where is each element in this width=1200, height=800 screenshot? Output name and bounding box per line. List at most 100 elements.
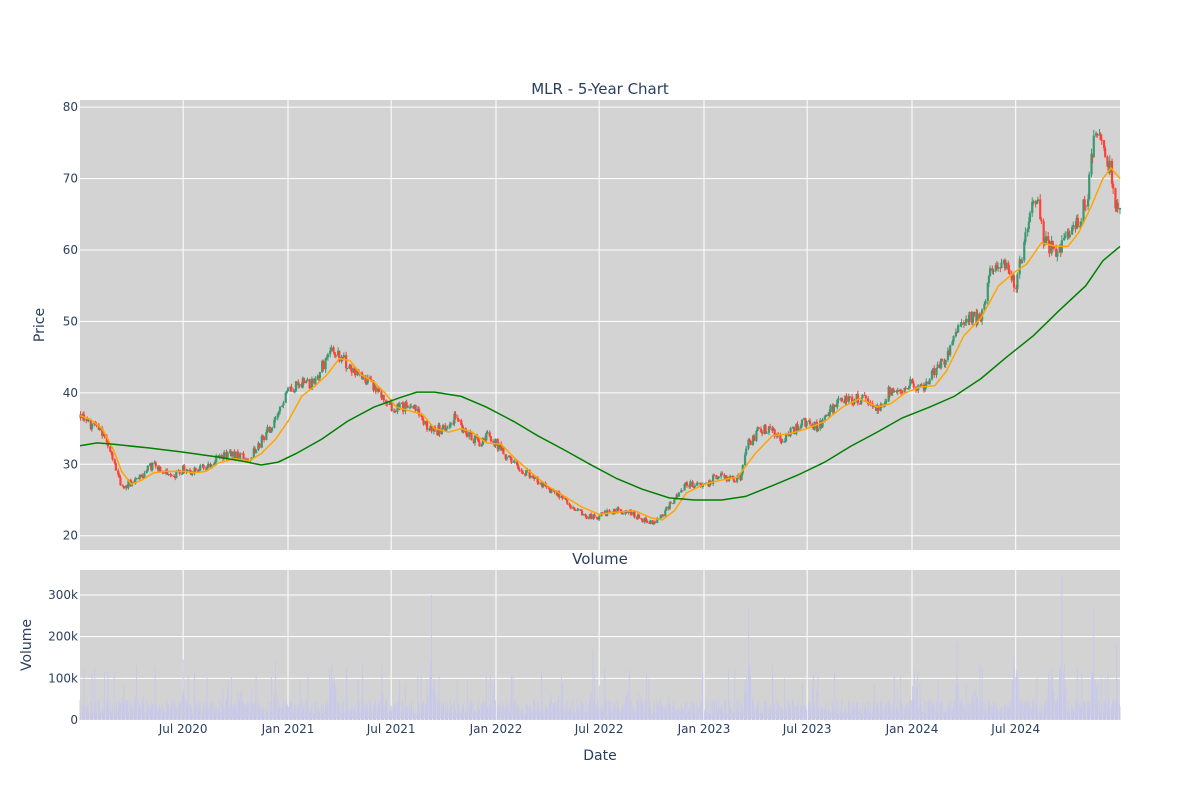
volume-bar	[1065, 686, 1067, 720]
volume-bar	[1015, 670, 1017, 720]
candle-down	[691, 481, 694, 487]
volume-bar	[135, 704, 137, 720]
volume-bar	[574, 711, 576, 720]
volume-bar	[1104, 713, 1106, 720]
candle-up	[724, 476, 727, 478]
candle-down	[101, 427, 104, 436]
volume-bar	[983, 701, 985, 720]
candle-up	[138, 474, 141, 479]
volume-bar	[620, 709, 622, 720]
candle-down	[1083, 199, 1086, 206]
candle-up	[1064, 235, 1067, 238]
volume-bar	[378, 706, 380, 720]
volume-bar	[1047, 696, 1049, 720]
volume-bar	[498, 704, 500, 720]
volume-bar	[358, 700, 360, 720]
volume-bar	[856, 703, 858, 720]
volume-bar	[325, 706, 327, 720]
volume-bar	[669, 703, 671, 720]
candle-down	[947, 351, 951, 356]
volume-bar	[1057, 697, 1059, 720]
candle-up	[316, 376, 319, 379]
volume-bar	[1075, 701, 1077, 720]
volume-bar	[965, 684, 967, 720]
volume-bar	[596, 707, 598, 720]
volume-bar	[509, 713, 511, 720]
candle-up	[1098, 134, 1101, 136]
candle-down	[580, 510, 584, 516]
volume-bar	[402, 706, 404, 720]
volume-bar	[293, 706, 295, 720]
volume-bar	[657, 705, 659, 720]
volume-bar	[564, 704, 566, 720]
volume-bar	[206, 678, 208, 720]
candle-up	[693, 485, 696, 488]
volume-bar	[452, 703, 454, 720]
volume-bar	[949, 700, 951, 720]
volume-bar	[865, 710, 867, 720]
volume-bar	[496, 707, 498, 720]
volume-bar	[785, 707, 787, 720]
candle-down	[141, 474, 144, 477]
candle-up	[223, 452, 226, 460]
volume-bar	[920, 703, 922, 720]
volume-bar	[566, 705, 568, 720]
volume-bar	[565, 710, 566, 720]
candle-down	[190, 471, 193, 475]
volume-bar	[681, 706, 683, 720]
volume-bar	[317, 705, 319, 720]
candle-down	[648, 522, 651, 524]
candle-up	[799, 425, 802, 429]
volume-bar	[445, 711, 447, 720]
candle-up	[844, 395, 847, 403]
volume-bar	[505, 709, 507, 720]
volume-bar	[556, 706, 558, 720]
candle-up	[424, 421, 428, 425]
candle-down	[162, 472, 165, 474]
volume-bar	[169, 707, 171, 720]
volume-bar	[992, 707, 994, 720]
volume-bar	[427, 696, 429, 720]
volume-bar	[118, 705, 120, 720]
volume-bar	[108, 703, 109, 720]
volume-bar	[552, 703, 554, 720]
candle-up	[1072, 225, 1075, 227]
volume-bar	[896, 688, 898, 720]
candle-up	[413, 405, 416, 409]
volume-bar	[263, 713, 265, 720]
candle-up	[145, 470, 148, 474]
volume-bar	[672, 705, 674, 720]
volume-bar	[413, 713, 415, 720]
candle-down	[300, 384, 303, 388]
volume-bar	[134, 696, 136, 720]
volume-bar	[170, 710, 172, 720]
volume-bar	[262, 711, 264, 720]
volume-bar	[797, 706, 798, 720]
volume-bar	[609, 708, 611, 720]
volume-bar	[500, 705, 502, 720]
volume-bar	[87, 703, 89, 720]
volume-bar	[221, 703, 223, 720]
volume-bar	[171, 701, 173, 720]
volume-bar	[654, 713, 656, 720]
volume-bar	[592, 649, 594, 720]
volume-bar	[533, 700, 535, 720]
candle-up	[660, 514, 663, 516]
volume-bar	[883, 713, 885, 720]
volume-bar	[436, 699, 438, 720]
volume-bar	[377, 711, 378, 720]
candle-down	[1039, 199, 1042, 220]
volume-bar	[585, 700, 587, 720]
volume-bar	[330, 688, 332, 720]
volume-bar	[776, 712, 778, 720]
candle-up	[919, 384, 922, 386]
volume-bar	[717, 708, 719, 720]
volume-bar	[109, 699, 111, 720]
volume-bar	[434, 678, 435, 720]
volume-bar	[662, 705, 664, 720]
volume-bar	[481, 708, 483, 720]
volume-bar	[235, 709, 237, 720]
candle-down	[779, 435, 782, 441]
volume-bar	[374, 704, 376, 720]
candle-up	[494, 438, 497, 446]
